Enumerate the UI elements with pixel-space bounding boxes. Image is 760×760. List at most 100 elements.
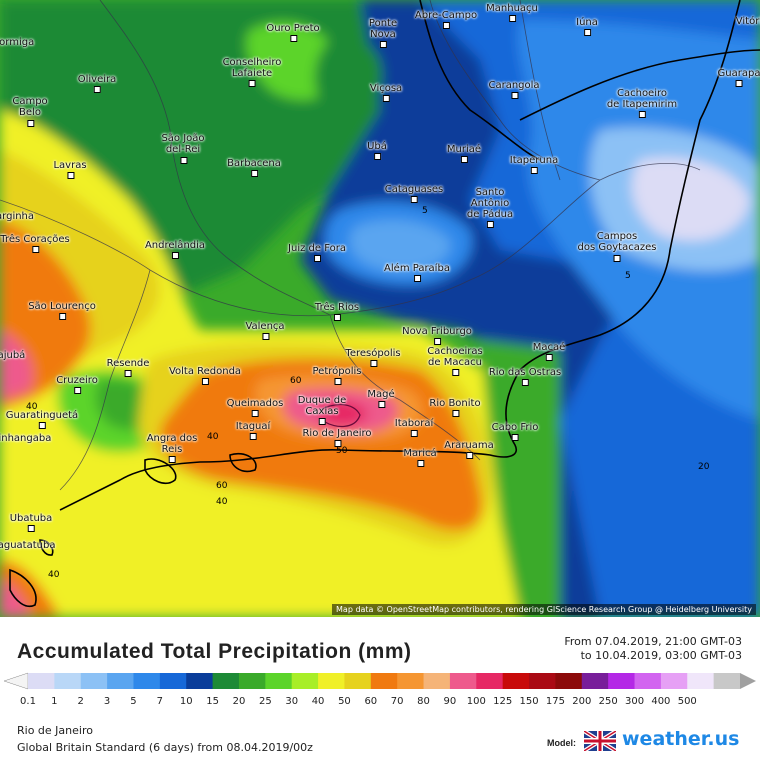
- scale-tick-label: 90: [443, 696, 457, 707]
- city-label: Ouro Preto: [266, 23, 320, 42]
- city-label: Ponte Nova: [369, 18, 397, 48]
- city-label: Santo Antônio de Pádua: [467, 187, 513, 228]
- scale-tick-label: 7: [156, 696, 164, 707]
- scale-tick-label: 60: [364, 696, 378, 707]
- scale-tick-label: 2: [77, 696, 84, 707]
- scale-swatch: [449, 673, 477, 689]
- city-label: Araruama: [444, 440, 494, 459]
- city-label: Andrelândia: [145, 240, 205, 259]
- location-label: Rio de Janeiro: [17, 724, 93, 737]
- city-label: Manhuaçu: [486, 3, 538, 22]
- precipitation-map[interactable]: Abre-Campo Manhuaçu Iúna Ouro Preto Pont…: [0, 0, 760, 617]
- scale-swatch: [318, 673, 345, 689]
- city-label: Viçosa: [370, 83, 402, 102]
- scale-tick-label: 25: [258, 696, 272, 707]
- scale-left-arrow: [3, 672, 29, 690]
- city-label: Três Rios: [315, 302, 359, 321]
- contour-label: 40: [26, 402, 38, 412]
- scale-swatch: [212, 673, 240, 689]
- city-label: Itaguaí: [236, 421, 270, 440]
- scale-swatch: [133, 673, 161, 689]
- city-label: Rio Bonito: [429, 398, 481, 417]
- scale-swatch: [529, 673, 556, 689]
- scale-tick-label: 30: [285, 696, 299, 707]
- brand-logo[interactable]: weather.us: [622, 728, 740, 750]
- scale-swatch: [28, 673, 55, 689]
- scale-tick-label: 0.1: [20, 696, 36, 707]
- scale-tick-label: 20: [232, 696, 246, 707]
- city-label: Nova Friburgo: [402, 326, 472, 345]
- city-label: Oliveira: [78, 74, 116, 93]
- city-label: Carangola: [488, 80, 540, 99]
- city-label: Vitória: [735, 16, 760, 27]
- city-label: Cruzeiro: [56, 375, 98, 394]
- city-label: Guaratinguetá: [6, 410, 78, 429]
- city-label: Queimados: [227, 398, 283, 417]
- contour-label: 60: [290, 376, 302, 386]
- model-description: Global Britain Standard (6 days) from 08…: [17, 741, 313, 754]
- scale-tick-label: 10: [179, 696, 193, 707]
- scale-swatch: [608, 673, 636, 689]
- city-label: Pinhangaba: [0, 433, 52, 444]
- city-label: Varginha: [0, 211, 35, 222]
- city-label: Campos dos Goytacazes: [578, 231, 656, 262]
- city-label: Rio das Ostras: [489, 367, 561, 386]
- city-label: Cachoeiras de Macacu: [427, 346, 483, 376]
- city-label: Guarapa: [718, 68, 760, 87]
- scale-tick-label: 15: [206, 696, 219, 707]
- period-to: to 10.04.2019, 03:00 GMT-03: [580, 649, 742, 662]
- contour-label: 5: [422, 206, 428, 216]
- city-label: Formiga: [0, 37, 35, 48]
- city-label: Petrópolis: [313, 366, 362, 385]
- city-label: Campo Belo: [12, 96, 48, 127]
- city-label: Duque de Caxias: [298, 395, 346, 425]
- scale-swatch: [186, 673, 214, 689]
- city-label: São João del-Rei: [161, 133, 205, 164]
- scale-swatch: [397, 673, 425, 689]
- scale-tick-label: 175: [545, 696, 565, 707]
- scale-swatch: [476, 673, 504, 689]
- color-scale-bar: [3, 672, 756, 690]
- city-label: Ubá: [367, 141, 387, 160]
- scale-swatch: [634, 673, 662, 689]
- scale-tick-label: 50: [338, 696, 351, 707]
- scale-swatch: [107, 673, 134, 689]
- city-label: Valença: [245, 321, 285, 340]
- city-label: Barbacena: [227, 158, 281, 177]
- scale-tick-label: 300: [624, 696, 645, 707]
- contour-label: 50: [336, 446, 348, 456]
- scale-right-arrow: [740, 673, 756, 689]
- scale-swatch: [80, 673, 108, 689]
- city-label: Juiz de Fora: [288, 243, 346, 262]
- scale-tick-label: 100: [466, 696, 486, 707]
- city-label: Cachoeiro de Itapemirim: [607, 88, 677, 118]
- map-canvas: [0, 0, 760, 617]
- city-label: Três Corações: [0, 234, 70, 253]
- scale-swatch: [238, 673, 266, 689]
- scale-swatch: [159, 673, 187, 689]
- contour-label: 40: [48, 570, 60, 580]
- color-scale: [0, 670, 760, 712]
- scale-tick-label: 3: [103, 696, 111, 707]
- scale-swatch: [713, 673, 741, 689]
- city-label: Resende: [107, 358, 149, 377]
- scale-swatch: [370, 673, 398, 689]
- scale-tick-label: 200: [572, 696, 592, 707]
- period-from: From 07.04.2019, 21:00 GMT-03: [564, 635, 742, 648]
- scale-tick-label: 150: [519, 696, 539, 707]
- scale-tick-label: 400: [651, 696, 671, 707]
- map-title: Accumulated Total Precipitation (mm): [17, 640, 412, 663]
- scale-tick-label: 125: [493, 696, 513, 707]
- contour-label: 5: [625, 271, 631, 281]
- city-label: Rio de Janeiro: [302, 428, 372, 447]
- scale-tick-label: 80: [417, 696, 430, 707]
- city-label: Lavras: [53, 160, 87, 179]
- scale-tick-label: 1: [51, 696, 58, 707]
- scale-swatch: [660, 673, 688, 689]
- scale-swatch: [54, 673, 82, 689]
- scale-swatch: [555, 673, 583, 689]
- map-attribution: Map data © OpenStreetMap contributors, r…: [332, 604, 756, 615]
- city-label: Muriaé: [447, 144, 481, 163]
- city-label: Cabo Frio: [492, 422, 538, 441]
- city-label: Iúna: [576, 17, 598, 36]
